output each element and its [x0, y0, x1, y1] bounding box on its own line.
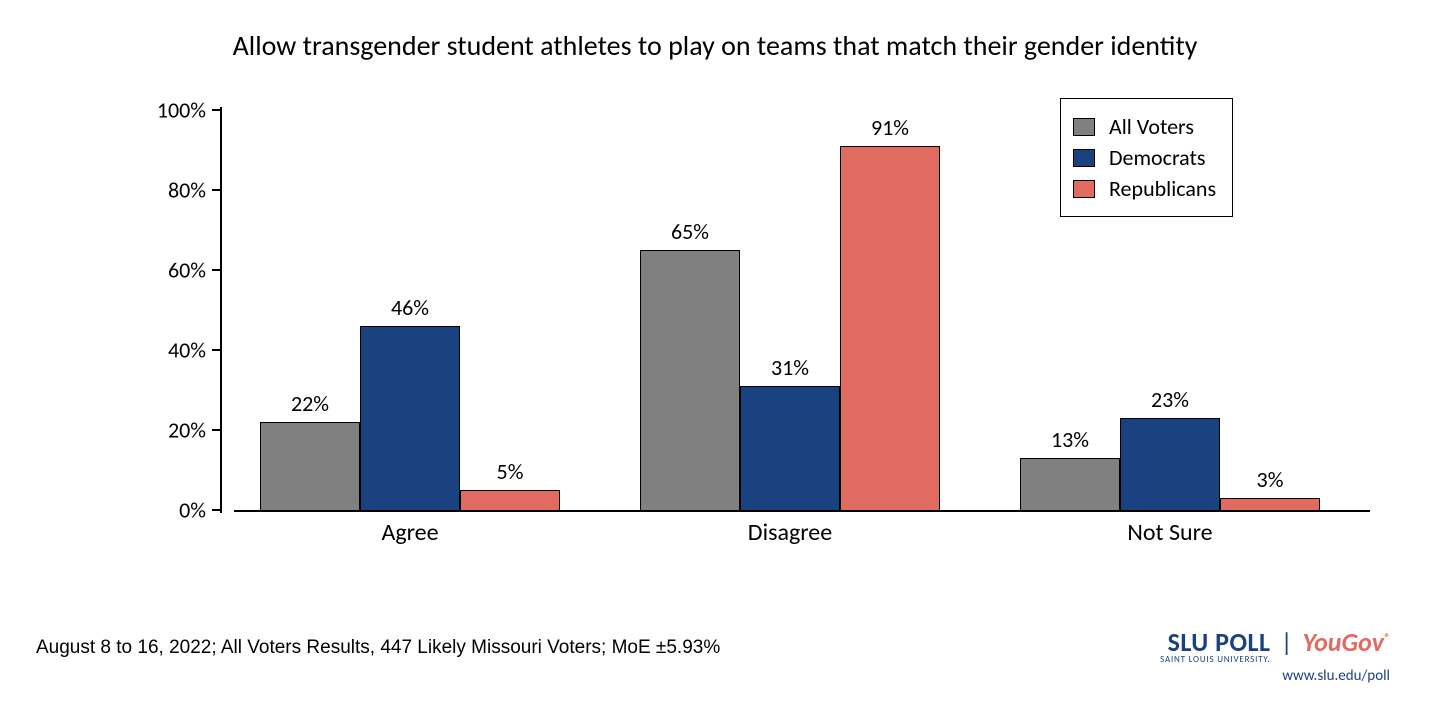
legend: All Voters Democrats Republicans	[1060, 98, 1233, 217]
plot-region: Agree22%46%5%Disagree65%31%91%Not Sure13…	[220, 110, 1370, 510]
bar: 5%	[460, 490, 560, 510]
y-tick-label: 60%	[150, 257, 206, 284]
legend-swatch	[1073, 180, 1095, 198]
slu-logo: SLU POLL SAINT LOUIS UNIVERSITY.	[1160, 629, 1270, 665]
y-tick-mark	[212, 509, 220, 511]
legend-item: All Voters	[1073, 113, 1216, 140]
bar: 65%	[640, 250, 740, 510]
bar: 22%	[260, 422, 360, 510]
yougov-logo: YouGov®	[1303, 629, 1390, 655]
y-tick-label: 100%	[150, 97, 206, 124]
legend-swatch	[1073, 118, 1095, 136]
chart-title: Allow transgender student athletes to pl…	[0, 28, 1430, 63]
bar: 13%	[1020, 458, 1120, 510]
y-tick-mark	[212, 109, 220, 111]
bar: 23%	[1120, 418, 1220, 510]
chart-area: 0%20%40%60%80%100% Agree22%46%5%Disagree…	[150, 110, 1390, 560]
y-tick-mark	[212, 269, 220, 271]
bar: 91%	[840, 146, 940, 510]
bar: 31%	[740, 386, 840, 510]
bar-value-label: 5%	[461, 458, 559, 485]
bar-value-label: 13%	[1021, 426, 1119, 453]
y-tick-label: 0%	[150, 497, 206, 524]
bar-value-label: 91%	[841, 114, 939, 141]
bar-value-label: 22%	[261, 390, 359, 417]
y-axis: 0%20%40%60%80%100%	[150, 110, 220, 510]
y-axis-line	[220, 107, 222, 513]
bar: 46%	[360, 326, 460, 510]
y-tick-label: 40%	[150, 337, 206, 364]
bar-value-label: 23%	[1121, 386, 1219, 413]
bar-value-label: 46%	[361, 294, 459, 321]
category-label: Agree	[260, 518, 560, 547]
bar-value-label: 31%	[741, 354, 839, 381]
legend-swatch	[1073, 149, 1095, 167]
legend-label: Republicans	[1109, 175, 1216, 202]
attribution-url: www.slu.edu/poll	[1160, 667, 1390, 685]
attribution-divider: |	[1281, 626, 1293, 658]
y-tick-label: 20%	[150, 417, 206, 444]
legend-label: Democrats	[1109, 144, 1206, 171]
bar: 3%	[1220, 498, 1320, 510]
y-tick-mark	[212, 189, 220, 191]
legend-item: Democrats	[1073, 144, 1216, 171]
bar-value-label: 65%	[641, 218, 739, 245]
y-tick-label: 80%	[150, 177, 206, 204]
slu-subtitle: SAINT LOUIS UNIVERSITY.	[1160, 654, 1270, 665]
category-label: Disagree	[640, 518, 940, 547]
legend-item: Republicans	[1073, 175, 1216, 202]
category-label: Not Sure	[1020, 518, 1320, 547]
footnote-text: August 8 to 16, 2022; All Voters Results…	[36, 637, 720, 659]
y-tick-mark	[212, 429, 220, 431]
x-axis-line	[234, 510, 1370, 512]
bar-value-label: 3%	[1221, 466, 1319, 493]
attribution-logos: SLU POLL SAINT LOUIS UNIVERSITY. | YouGo…	[1160, 626, 1390, 665]
attribution-block: SLU POLL SAINT LOUIS UNIVERSITY. | YouGo…	[1160, 626, 1390, 685]
y-tick-mark	[212, 349, 220, 351]
legend-label: All Voters	[1109, 113, 1194, 140]
